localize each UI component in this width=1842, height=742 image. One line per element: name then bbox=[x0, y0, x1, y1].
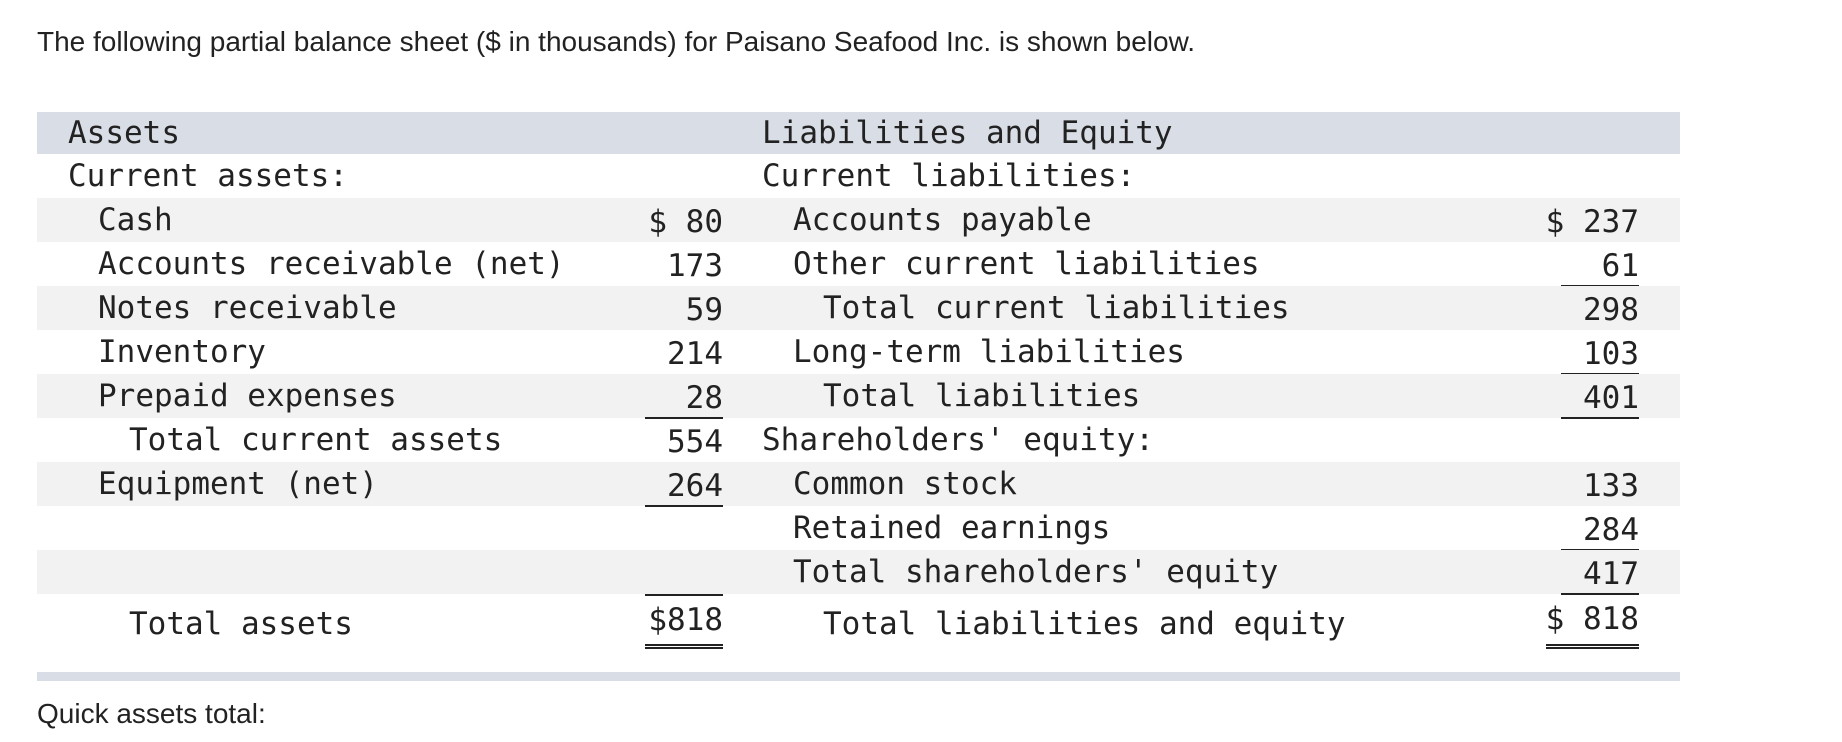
amount: 133 bbox=[1583, 468, 1639, 504]
amount: 59 bbox=[685, 292, 723, 328]
table-row: Total current assets 554 Shareholders' e… bbox=[37, 418, 1680, 462]
table-row: Total shareholders' equity 417 bbox=[37, 550, 1680, 595]
label: Current liabilities: bbox=[762, 158, 1136, 194]
table-row: Notes receivable 59 Total current liabil… bbox=[37, 286, 1680, 330]
amount: 214 bbox=[667, 336, 723, 372]
label: Total assets bbox=[129, 606, 353, 642]
question-text: Quick assets total: bbox=[37, 698, 266, 729]
amount: 554 bbox=[667, 424, 723, 460]
label: Long-term liabilities bbox=[793, 334, 1185, 370]
header-row: Assets Liabilities and Equity bbox=[37, 112, 1680, 154]
label: Inventory bbox=[98, 334, 266, 370]
table-row: Cash $ 80 Accounts payable $ 237 bbox=[37, 198, 1680, 242]
label: Shareholders' equity: bbox=[762, 422, 1154, 458]
label: Total liabilities bbox=[823, 378, 1141, 414]
amount: 103 bbox=[1561, 335, 1639, 375]
table-row: Total assets $818 Total liabilities and … bbox=[37, 594, 1680, 650]
label: Prepaid expenses bbox=[98, 378, 397, 414]
table-row: Prepaid expenses 28 Total liabilities 40… bbox=[37, 374, 1680, 419]
intro-text: The following partial balance sheet ($ i… bbox=[37, 26, 1196, 57]
label: Total current assets bbox=[129, 422, 503, 458]
amount: $818 bbox=[645, 594, 723, 649]
amount: 264 bbox=[645, 467, 723, 507]
table-row: Equipment (net) 264 Common stock 133 bbox=[37, 462, 1680, 507]
amount: 417 bbox=[1561, 555, 1639, 595]
label: Equipment (net) bbox=[98, 466, 378, 502]
label: Notes receivable bbox=[98, 290, 397, 326]
amount: 284 bbox=[1561, 511, 1639, 551]
amount: 298 bbox=[1583, 292, 1639, 328]
label: Total liabilities and equity bbox=[823, 606, 1346, 642]
label: Cash bbox=[98, 202, 173, 238]
label: Total shareholders' equity bbox=[793, 554, 1279, 590]
table-row: Retained earnings 284 bbox=[37, 506, 1680, 551]
header-left: Assets bbox=[68, 115, 180, 151]
table-row: Inventory 214 Long-term liabilities 103 bbox=[37, 330, 1680, 375]
label: Common stock bbox=[793, 466, 1017, 502]
amount: 173 bbox=[667, 248, 723, 284]
label: Current assets: bbox=[68, 158, 348, 194]
amount: 401 bbox=[1561, 379, 1639, 419]
label: Total current liabilities bbox=[823, 290, 1290, 326]
label: Retained earnings bbox=[793, 510, 1111, 546]
amount: $ 80 bbox=[648, 204, 723, 240]
label: Accounts receivable (net) bbox=[98, 246, 565, 282]
header-right: Liabilities and Equity bbox=[762, 115, 1173, 151]
table-bottom-bar bbox=[37, 672, 1680, 681]
label: Accounts payable bbox=[793, 202, 1092, 238]
amount: $ 818 bbox=[1545, 594, 1639, 649]
table-row: Accounts receivable (net) 173 Other curr… bbox=[37, 242, 1680, 287]
amount: $ 237 bbox=[1545, 204, 1639, 240]
amount: 61 bbox=[1561, 247, 1639, 287]
table-row: Current assets: Current liabilities: bbox=[37, 154, 1680, 198]
amount: 28 bbox=[645, 379, 723, 419]
label: Other current liabilities bbox=[793, 246, 1260, 282]
